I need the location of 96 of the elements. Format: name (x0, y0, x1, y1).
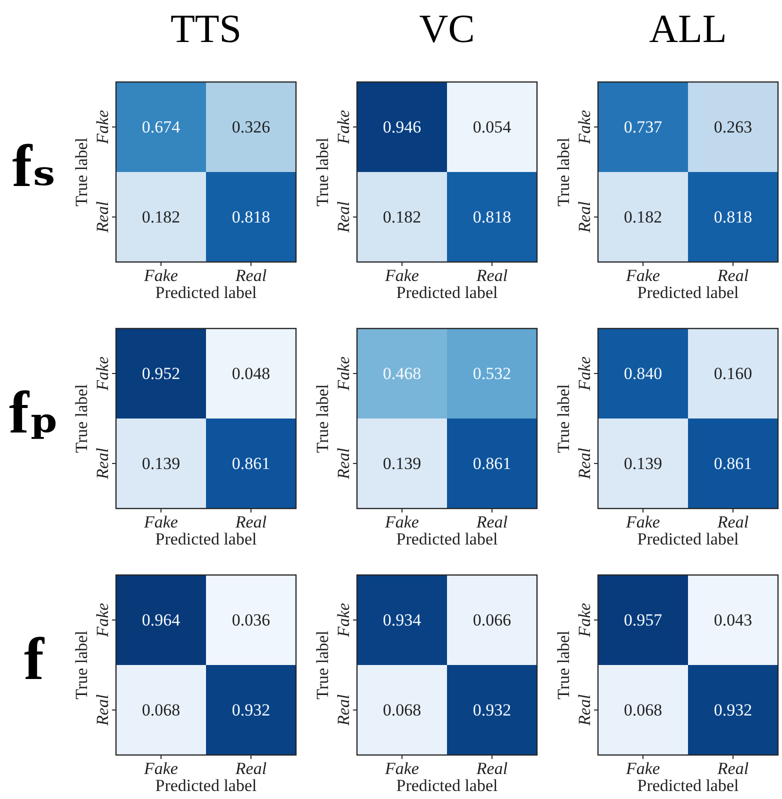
y-tick-label: Real (93, 201, 112, 234)
x-tick-label: Real (716, 759, 749, 778)
data-label: 0.737 (624, 118, 663, 136)
x-tick-label: Real (475, 759, 508, 778)
data-label: 0.054 (472, 118, 512, 136)
y-axis-title: True label (72, 137, 91, 206)
y-tick-label: Fake (334, 602, 353, 638)
y-tick-label: Fake (334, 110, 353, 145)
data-label: 0.532 (472, 364, 512, 383)
x-axis-title: Predicted label (155, 283, 258, 302)
y-tick-label: Real (334, 201, 353, 234)
x-axis-title: Predicted label (637, 530, 740, 548)
data-label: 0.043 (714, 610, 752, 630)
y-axis-title: True label (554, 137, 573, 206)
data-label: 0.066 (472, 610, 512, 630)
x-tick-label: Real (716, 266, 749, 285)
data-label: 0.964 (142, 610, 181, 630)
x-axis-title: Predicted label (637, 776, 740, 795)
x-tick-label: Real (234, 512, 267, 532)
y-tick-label: Fake (93, 602, 112, 638)
y-axis-title: True label (313, 630, 332, 700)
y-axis-title: True label (554, 630, 573, 700)
data-label: 0.182 (142, 208, 180, 226)
x-tick-label: Fake (143, 512, 178, 532)
data-label: 0.068 (624, 700, 662, 720)
x-tick-label: Fake (143, 759, 178, 778)
data-label: 0.468 (382, 364, 422, 383)
data-label: 0.048 (232, 364, 270, 383)
text: fₚ (9, 380, 59, 446)
data-label: 0.818 (472, 208, 512, 226)
x-axis-title: Predicted label (155, 776, 258, 795)
x-axis-title: Predicted label (155, 530, 258, 548)
x-tick-label: Fake (384, 759, 420, 778)
x-tick-label: Fake (143, 266, 178, 285)
x-tick-label: Real (716, 512, 749, 532)
data-label: 0.932 (232, 700, 270, 720)
data-label: 0.182 (624, 208, 662, 226)
data-label: 0.139 (624, 454, 662, 473)
y-tick-label: Real (93, 448, 112, 480)
x-axis-title: Predicted label (396, 530, 498, 548)
data-label: 0.036 (232, 610, 270, 630)
data-label: 0.182 (382, 208, 422, 226)
data-label: 0.957 (624, 610, 663, 630)
y-axis-title: True label (72, 630, 91, 700)
y-tick-label: Fake (575, 356, 594, 392)
text: fₛ (12, 133, 56, 199)
y-tick-label: Real (334, 694, 353, 727)
data-label: 0.952 (142, 364, 180, 383)
y-tick-label: Real (575, 694, 594, 727)
data-label: 0.263 (714, 118, 752, 136)
x-tick-label: Real (475, 512, 508, 532)
data-label: 0.139 (382, 454, 422, 473)
x-tick-label: Fake (384, 266, 420, 285)
data-label: 0.818 (714, 208, 752, 226)
y-tick-label: Fake (93, 356, 112, 392)
y-tick-label: Fake (575, 110, 594, 145)
data-label: 0.946 (382, 118, 422, 136)
data-label: 0.068 (382, 700, 422, 720)
y-tick-label: Fake (334, 356, 353, 392)
data-label: 0.932 (714, 700, 752, 720)
data-label: 0.326 (232, 118, 270, 136)
y-axis-title: True label (313, 384, 332, 453)
x-tick-label: Fake (384, 512, 420, 532)
text: f (24, 626, 46, 692)
x-tick-label: Fake (625, 759, 660, 778)
chart-title: TTS (170, 6, 242, 51)
x-axis-title: Predicted label (637, 283, 740, 302)
data-label: 0.160 (714, 364, 752, 383)
x-tick-label: Fake (625, 512, 660, 532)
data-label: 0.861 (472, 454, 512, 473)
x-axis-title: Predicted label (396, 283, 498, 302)
data-label: 0.068 (142, 700, 180, 720)
data-label: 0.840 (624, 364, 662, 383)
x-tick-label: Fake (625, 266, 660, 285)
y-tick-label: Fake (93, 110, 112, 145)
data-label: 0.861 (232, 454, 270, 473)
data-label: 0.818 (232, 208, 270, 226)
y-tick-label: Real (334, 448, 353, 480)
y-tick-label: Fake (575, 602, 594, 638)
x-tick-label: Real (475, 266, 508, 285)
chart-title: VC (419, 6, 475, 51)
y-tick-label: Real (575, 201, 594, 234)
y-axis-title: True label (554, 384, 573, 453)
y-tick-label: Real (93, 694, 112, 727)
x-axis-title: Predicted label (396, 776, 498, 795)
y-axis-title: True label (72, 384, 91, 453)
data-label: 0.861 (714, 454, 752, 473)
chart-title: ALL (649, 6, 727, 51)
data-label: 0.674 (142, 118, 181, 136)
y-tick-label: Real (575, 448, 594, 480)
x-tick-label: Real (234, 266, 267, 285)
y-axis-title: True label (313, 137, 332, 206)
data-label: 0.934 (382, 610, 422, 630)
x-tick-label: Real (234, 759, 267, 778)
data-label: 0.139 (142, 454, 180, 473)
data-label: 0.932 (472, 700, 512, 720)
